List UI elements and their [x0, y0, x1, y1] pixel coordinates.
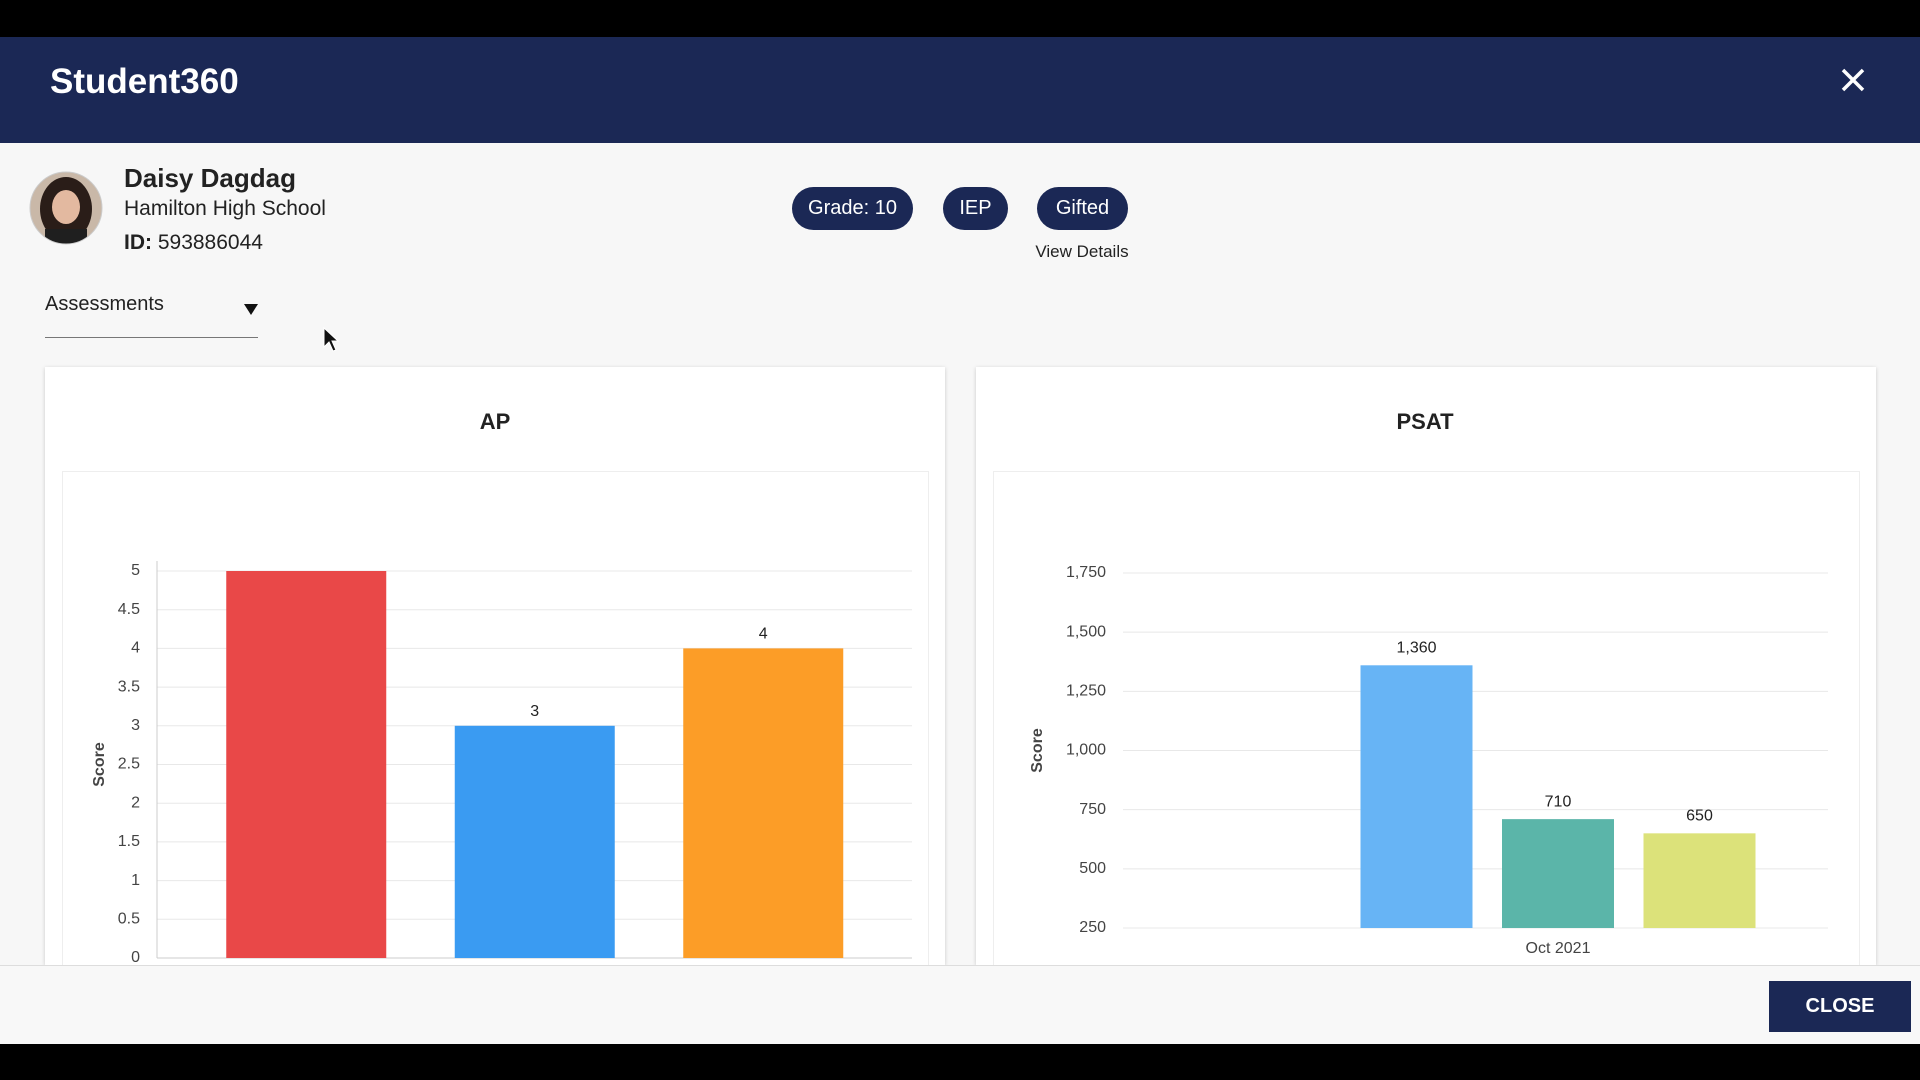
- avatar: [29, 171, 103, 245]
- id-value: 593886044: [157, 231, 263, 254]
- bar: [1361, 665, 1473, 928]
- close-icon[interactable]: [1840, 67, 1866, 93]
- y-tick-label: 1,500: [1066, 623, 1106, 640]
- bar: [683, 648, 843, 958]
- y-tick-label: 2: [131, 794, 140, 811]
- y-tick-label: 1,750: [1066, 564, 1106, 581]
- app-title: Student360: [50, 62, 239, 101]
- y-tick-label: 500: [1079, 860, 1106, 877]
- header: Student360: [0, 37, 1920, 143]
- dropdown-label: Assessments: [45, 293, 164, 315]
- bar: [1502, 819, 1614, 928]
- chart-title: AP: [480, 409, 511, 434]
- y-tick-label: 1,250: [1066, 683, 1106, 700]
- student-name: Daisy Dagdag: [124, 163, 296, 193]
- bar: [226, 571, 386, 958]
- chip[interactable]: Grade: 10: [792, 187, 913, 230]
- y-tick-label: 2.5: [118, 756, 140, 773]
- y-axis-label: Score: [91, 742, 108, 787]
- view-details-link[interactable]: View Details: [1035, 242, 1129, 261]
- y-axis-label: Score: [1029, 728, 1046, 773]
- y-tick-label: 4.5: [118, 601, 140, 618]
- y-tick-label: 0: [131, 949, 140, 966]
- chart-title: PSAT: [1396, 409, 1454, 434]
- y-tick-label: 1,000: [1066, 742, 1106, 759]
- y-tick-label: 1: [131, 872, 140, 889]
- bar: [1644, 833, 1756, 928]
- y-tick-label: 750: [1079, 801, 1106, 818]
- bar: [455, 726, 615, 958]
- data-label: 4: [759, 626, 768, 643]
- y-tick-label: 4: [131, 640, 140, 657]
- close-x: [1841, 68, 1865, 92]
- data-label: 710: [1545, 793, 1572, 810]
- student-school: Hamilton High School: [124, 197, 326, 220]
- cursor: [323, 327, 339, 352]
- y-tick-label: 0.5: [118, 911, 140, 928]
- footer: CLOSE: [0, 965, 1920, 1044]
- dropdown-arrow: [244, 304, 258, 315]
- data-label: 3: [530, 703, 539, 720]
- x-tick-label: Oct 2021: [1526, 940, 1591, 957]
- y-tick-label: 5: [131, 562, 140, 579]
- y-tick-label: 250: [1079, 919, 1106, 936]
- chip[interactable]: Gifted: [1037, 187, 1128, 230]
- chip[interactable]: IEP: [943, 187, 1008, 230]
- close-button[interactable]: CLOSE: [1769, 981, 1911, 1032]
- dropdown[interactable]: Assessments: [45, 293, 258, 338]
- data-label: 650: [1686, 808, 1713, 825]
- data-label: 1,360: [1396, 640, 1436, 657]
- y-tick-label: 1.5: [118, 833, 140, 850]
- id-label: ID:: [124, 231, 152, 254]
- y-tick-label: 3.5: [118, 678, 140, 695]
- student-id: ID: 593886044: [124, 231, 263, 255]
- y-tick-label: 3: [131, 717, 140, 734]
- avatar-border: [29, 171, 103, 245]
